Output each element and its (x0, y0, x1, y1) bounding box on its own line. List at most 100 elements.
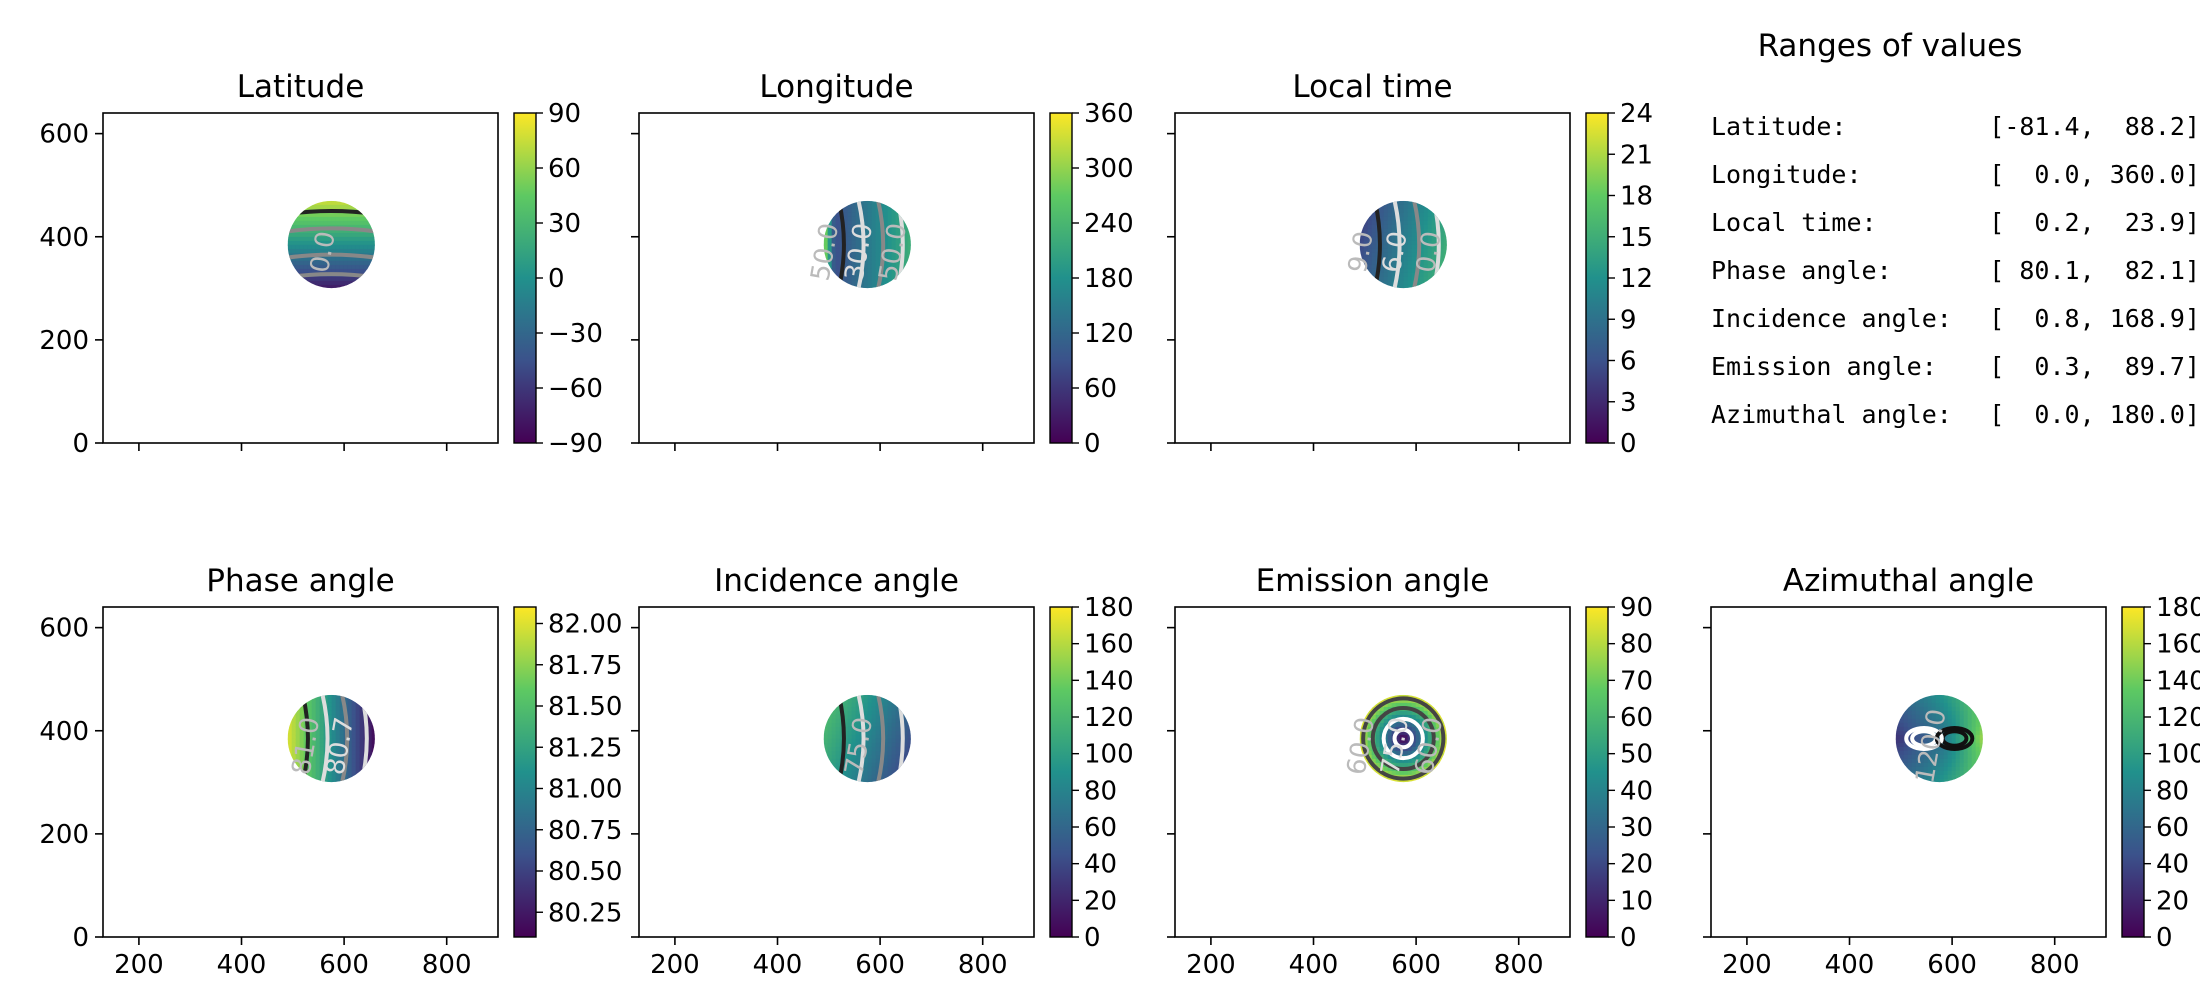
colorbar-tick-label: 60 (1084, 813, 1117, 843)
range-label: Longitude: (1711, 160, 1862, 189)
x-tick-label: 200 (1722, 950, 1772, 980)
colorbar-tick-label: 10 (1620, 886, 1653, 916)
x-tick-label: 800 (2030, 950, 2080, 980)
colorbar-tick-label: 82.00 (548, 610, 622, 640)
colorbar (513, 606, 537, 938)
colorbar-tick-label: 81.25 (548, 733, 622, 763)
panel-title: Latitude (237, 69, 365, 105)
x-tick-label: 200 (1186, 950, 1236, 980)
colorbar-tick-label: 120 (1084, 703, 1134, 733)
colorbar-tick-label: 80 (2156, 776, 2189, 806)
colorbar (1585, 606, 1609, 938)
panel-title: Azimuthal angle (1783, 563, 2034, 599)
colorbar (1049, 112, 1073, 444)
colorbar-tick-label: 80.75 (548, 816, 622, 846)
colorbar-tick-label: 40 (1620, 776, 1653, 806)
colorbar-tick-label: 81.75 (548, 651, 622, 681)
ranges-title: Ranges of values (1758, 28, 2023, 64)
colorbar-tick-label: 20 (2156, 886, 2189, 916)
panel-title: Emission angle (1256, 563, 1490, 599)
colorbar-tick-label: 30 (548, 209, 581, 239)
range-value: [-81.4, 88.2] (1989, 112, 2200, 141)
colorbar-tick-label: 180 (1084, 264, 1134, 294)
colorbar-tick-label: 18 (1620, 182, 1653, 212)
contour-label: 0.0 (305, 229, 342, 275)
range-label: Latitude: (1711, 112, 1846, 141)
axes-frame (1174, 112, 1571, 444)
x-tick-label: 400 (1825, 950, 1875, 980)
axes-frame (638, 112, 1035, 444)
colorbar-tick-label: −90 (548, 429, 603, 459)
colorbar-tick-label: 80 (1620, 630, 1653, 660)
colorbar-tick-label: 0 (2156, 923, 2173, 953)
colorbar-tick-label: 100 (2156, 740, 2200, 770)
x-tick-label: 200 (650, 950, 700, 980)
colorbar-tick-label: 0 (1620, 923, 1637, 953)
colorbar-tick-label: 60 (1084, 374, 1117, 404)
colorbar-tick-label: 60 (2156, 813, 2189, 843)
x-tick-label: 800 (422, 950, 472, 980)
colorbar-tick-label: 20 (1620, 850, 1653, 880)
x-tick-label: 200 (114, 950, 164, 980)
colorbar-tick-label: 0 (1084, 429, 1101, 459)
x-tick-label: 800 (1494, 950, 1544, 980)
colorbar-tick-label: 300 (1084, 154, 1134, 184)
colorbar (1049, 606, 1073, 938)
colorbar-tick-label: 80.50 (548, 857, 622, 887)
y-tick-label: 600 (39, 120, 89, 150)
x-tick-label: 800 (958, 950, 1008, 980)
panel-title: Local time (1292, 69, 1452, 105)
x-tick-label: 600 (319, 950, 369, 980)
axes-frame (102, 112, 499, 444)
colorbar (2121, 606, 2145, 938)
colorbar-tick-label: 0 (1620, 429, 1637, 459)
y-tick-label: 200 (39, 820, 89, 850)
colorbar-tick-label: 160 (1084, 630, 1134, 660)
colorbar (513, 112, 537, 444)
colorbar-tick-label: 0 (548, 264, 565, 294)
y-tick-label: 600 (39, 614, 89, 644)
y-tick-label: 0 (72, 923, 89, 953)
range-label: Local time: (1711, 208, 1877, 237)
colorbar-tick-label: 360 (1084, 99, 1134, 129)
range-label: Incidence angle: (1711, 304, 1952, 333)
colorbar-tick-label: 12 (1620, 264, 1653, 294)
y-tick-label: 200 (39, 326, 89, 356)
range-value: [ 80.1, 82.1] (1989, 256, 2200, 285)
colorbar-tick-label: 20 (1084, 886, 1117, 916)
contour-label: 9.0 (1343, 229, 1380, 275)
colorbar-tick-label: 120 (1084, 319, 1134, 349)
x-tick-label: 400 (753, 950, 803, 980)
colorbar-tick-label: 70 (1620, 666, 1653, 696)
contour-label: 6.0 (1377, 229, 1414, 275)
colorbar-tick-label: 50 (1620, 740, 1653, 770)
colorbar-tick-label: 100 (1084, 740, 1134, 770)
x-tick-label: 600 (1391, 950, 1441, 980)
panel-local-time: Local time 9.06.00.0 24 21 18 15 12 9 6 3 0 (1167, 69, 1653, 459)
colorbar-tick-label: 9 (1620, 305, 1637, 335)
colorbar-tick-label: 180 (2156, 593, 2200, 623)
colorbar-tick-label: 40 (1084, 850, 1117, 880)
colorbar (1585, 112, 1609, 444)
colorbar-tick-label: 180 (1084, 593, 1134, 623)
colorbar-tick-label: 0 (1084, 923, 1101, 953)
contour-lines (1361, 696, 1446, 781)
axes-frame (638, 606, 1035, 938)
range-value: [ 0.3, 89.7] (1989, 352, 2200, 381)
colorbar-tick-label: 24 (1620, 99, 1653, 129)
colorbar-tick-label: 80.25 (548, 898, 622, 928)
panel-title: Phase angle (206, 563, 394, 599)
x-tick-label: 600 (855, 950, 905, 980)
colorbar-tick-label: 120 (2156, 703, 2200, 733)
x-tick-label: 600 (1927, 950, 1977, 980)
colorbar-tick-label: 15 (1620, 223, 1653, 253)
colorbar-tick-label: 60 (1620, 703, 1653, 733)
colorbar-tick-label: 90 (1620, 593, 1653, 623)
colorbar-tick-label: 6 (1620, 347, 1637, 377)
x-tick-label: 400 (217, 950, 267, 980)
colorbar-tick-label: 30 (1620, 813, 1653, 843)
